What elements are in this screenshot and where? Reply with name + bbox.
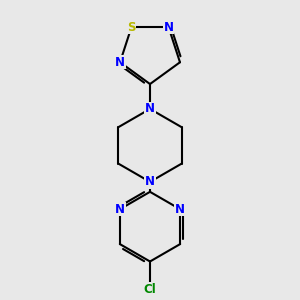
Text: Cl: Cl bbox=[144, 283, 156, 296]
Text: N: N bbox=[145, 176, 155, 188]
Text: N: N bbox=[115, 56, 125, 69]
Text: N: N bbox=[115, 203, 125, 216]
Text: S: S bbox=[127, 20, 136, 34]
Text: N: N bbox=[145, 102, 155, 116]
Text: N: N bbox=[175, 203, 185, 216]
Text: N: N bbox=[164, 20, 173, 34]
